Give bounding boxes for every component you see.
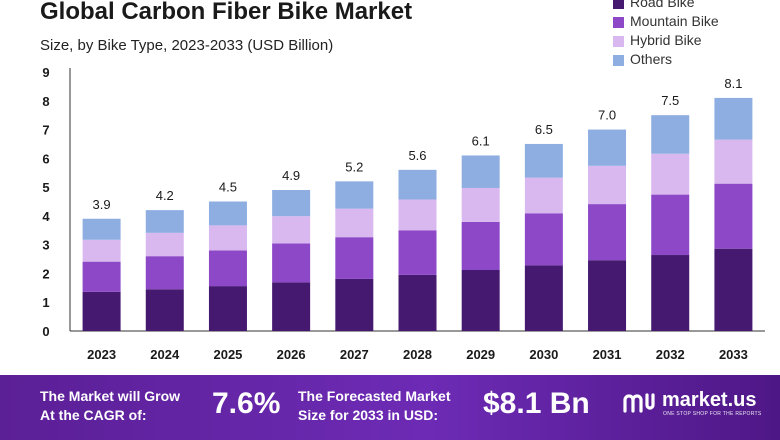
bar-total-label: 3.9 [93,197,111,212]
x-tick-label: 2032 [656,347,685,362]
y-tick-label: 6 [42,151,49,166]
bar-segment [335,181,374,209]
bar-total-label: 4.5 [219,180,237,195]
bar-segment [651,115,690,154]
bar-segment [461,269,500,331]
x-tick-label: 2024 [150,347,180,362]
bar-segment [145,289,184,331]
footer-banner: The Market will Grow At the CAGR of: 7.6… [0,375,780,440]
bar-segment [272,189,311,217]
bar-segment [335,278,374,331]
bar-segment [651,255,690,331]
forecast-label-line-1: The Forecasted Market [298,388,451,404]
x-tick-label: 2028 [403,347,432,362]
bar-segment [398,230,437,275]
legend-label-hybrid-bike: Hybrid Bike [630,32,702,48]
bar-segment [651,153,690,195]
bar-total-label: 6.5 [535,122,553,137]
bar-segment [588,165,627,205]
bar-total-label: 4.2 [156,188,174,203]
bar-segment [335,208,374,238]
x-tick-label: 2025 [213,347,242,362]
legend-swatch-others [613,55,624,66]
bar-segment [208,201,247,226]
x-tick-label: 2031 [593,347,622,362]
y-tick-label: 8 [42,94,49,109]
y-tick-label: 4 [42,209,50,224]
bar-segment [398,274,437,331]
y-tick-label: 1 [42,295,49,310]
bar-segment [461,187,500,222]
x-tick-label: 2026 [277,347,306,362]
cagr-label-line-2: At the CAGR of: [40,407,147,423]
legend-label-road-bike: Road Bike [630,0,695,10]
bar-segment [398,199,437,231]
bar-total-label: 5.6 [408,148,426,163]
legend-label-others: Others [630,51,673,67]
bar-segment [588,204,627,261]
y-tick-label: 9 [42,65,49,80]
bar-total-label: 8.1 [724,76,742,91]
forecast-label-line-2: Size for 2033 in USD: [298,407,439,423]
legend-swatch-mountain-bike [613,17,624,28]
x-tick-label: 2030 [529,347,558,362]
bar-total-label: 6.1 [472,133,490,148]
y-tick-label: 5 [42,180,49,195]
forecast-value: $8.1 Bn [483,387,590,420]
bar-segment [461,221,500,270]
bar-segment [524,143,563,178]
chart-title: Global Carbon Fiber Bike Market [40,0,413,25]
bar-segment [208,250,247,287]
bar-total-label: 7.5 [661,93,679,108]
bar-segment [82,218,121,240]
bar-segment [524,213,563,266]
y-tick-label: 2 [42,266,49,281]
bar-segment [208,225,247,251]
cagr-label-line-1: The Market will Grow [40,388,181,404]
bar-segment [272,216,311,244]
bar-segment [588,129,627,166]
bar-segment [714,183,753,249]
legend-label-mountain-bike: Mountain Bike [630,13,719,29]
bar-segment [82,239,121,262]
y-tick-label: 0 [42,324,49,339]
bar-segment [461,155,500,188]
x-tick-label: 2027 [340,347,369,362]
bar-segment [145,210,184,233]
bar-segment [145,232,184,257]
bar-total-label: 7.0 [598,108,616,123]
x-tick-label: 2029 [466,347,495,362]
bar-segment [272,243,311,283]
chart-subtitle: Size, by Bike Type, 2023-2033 (USD Billi… [40,37,334,54]
bar-segment [398,169,437,200]
legend-swatch-road-bike [613,0,624,9]
bar-total-label: 4.9 [282,168,300,183]
bar-segment [272,282,311,331]
brand-name: market.us [662,389,757,411]
bar-total-label: 5.2 [345,159,363,174]
brand-mark-icon [623,393,655,413]
legend-swatch-hybrid-bike [613,36,624,47]
y-tick-label: 3 [42,238,49,253]
bar-segment [588,260,627,331]
x-tick-label: 2033 [719,347,748,362]
stacked-bar-chart: 0 1 2 3 4 5 6 7 8 9 3.9 2023 4.2 2024 4.5 2025 4.9 2026 5.… [42,65,765,362]
bar-segment [82,261,121,292]
cagr-value: 7.6% [212,387,281,420]
bar-segment [335,237,374,279]
x-tick-label: 2023 [87,347,116,362]
bar-segment [651,194,690,256]
bar-segment [524,177,563,214]
bar-segment [714,97,753,140]
bar-segment [145,256,184,290]
bar-segment [714,248,753,331]
bar-segment [82,291,121,331]
bar-segment [714,139,753,184]
bar-segment [524,265,563,331]
bar-segment [208,286,247,331]
brand-tagline: ONE STOP SHOP FOR THE REPORTS [663,411,762,417]
y-tick-label: 7 [42,123,49,138]
